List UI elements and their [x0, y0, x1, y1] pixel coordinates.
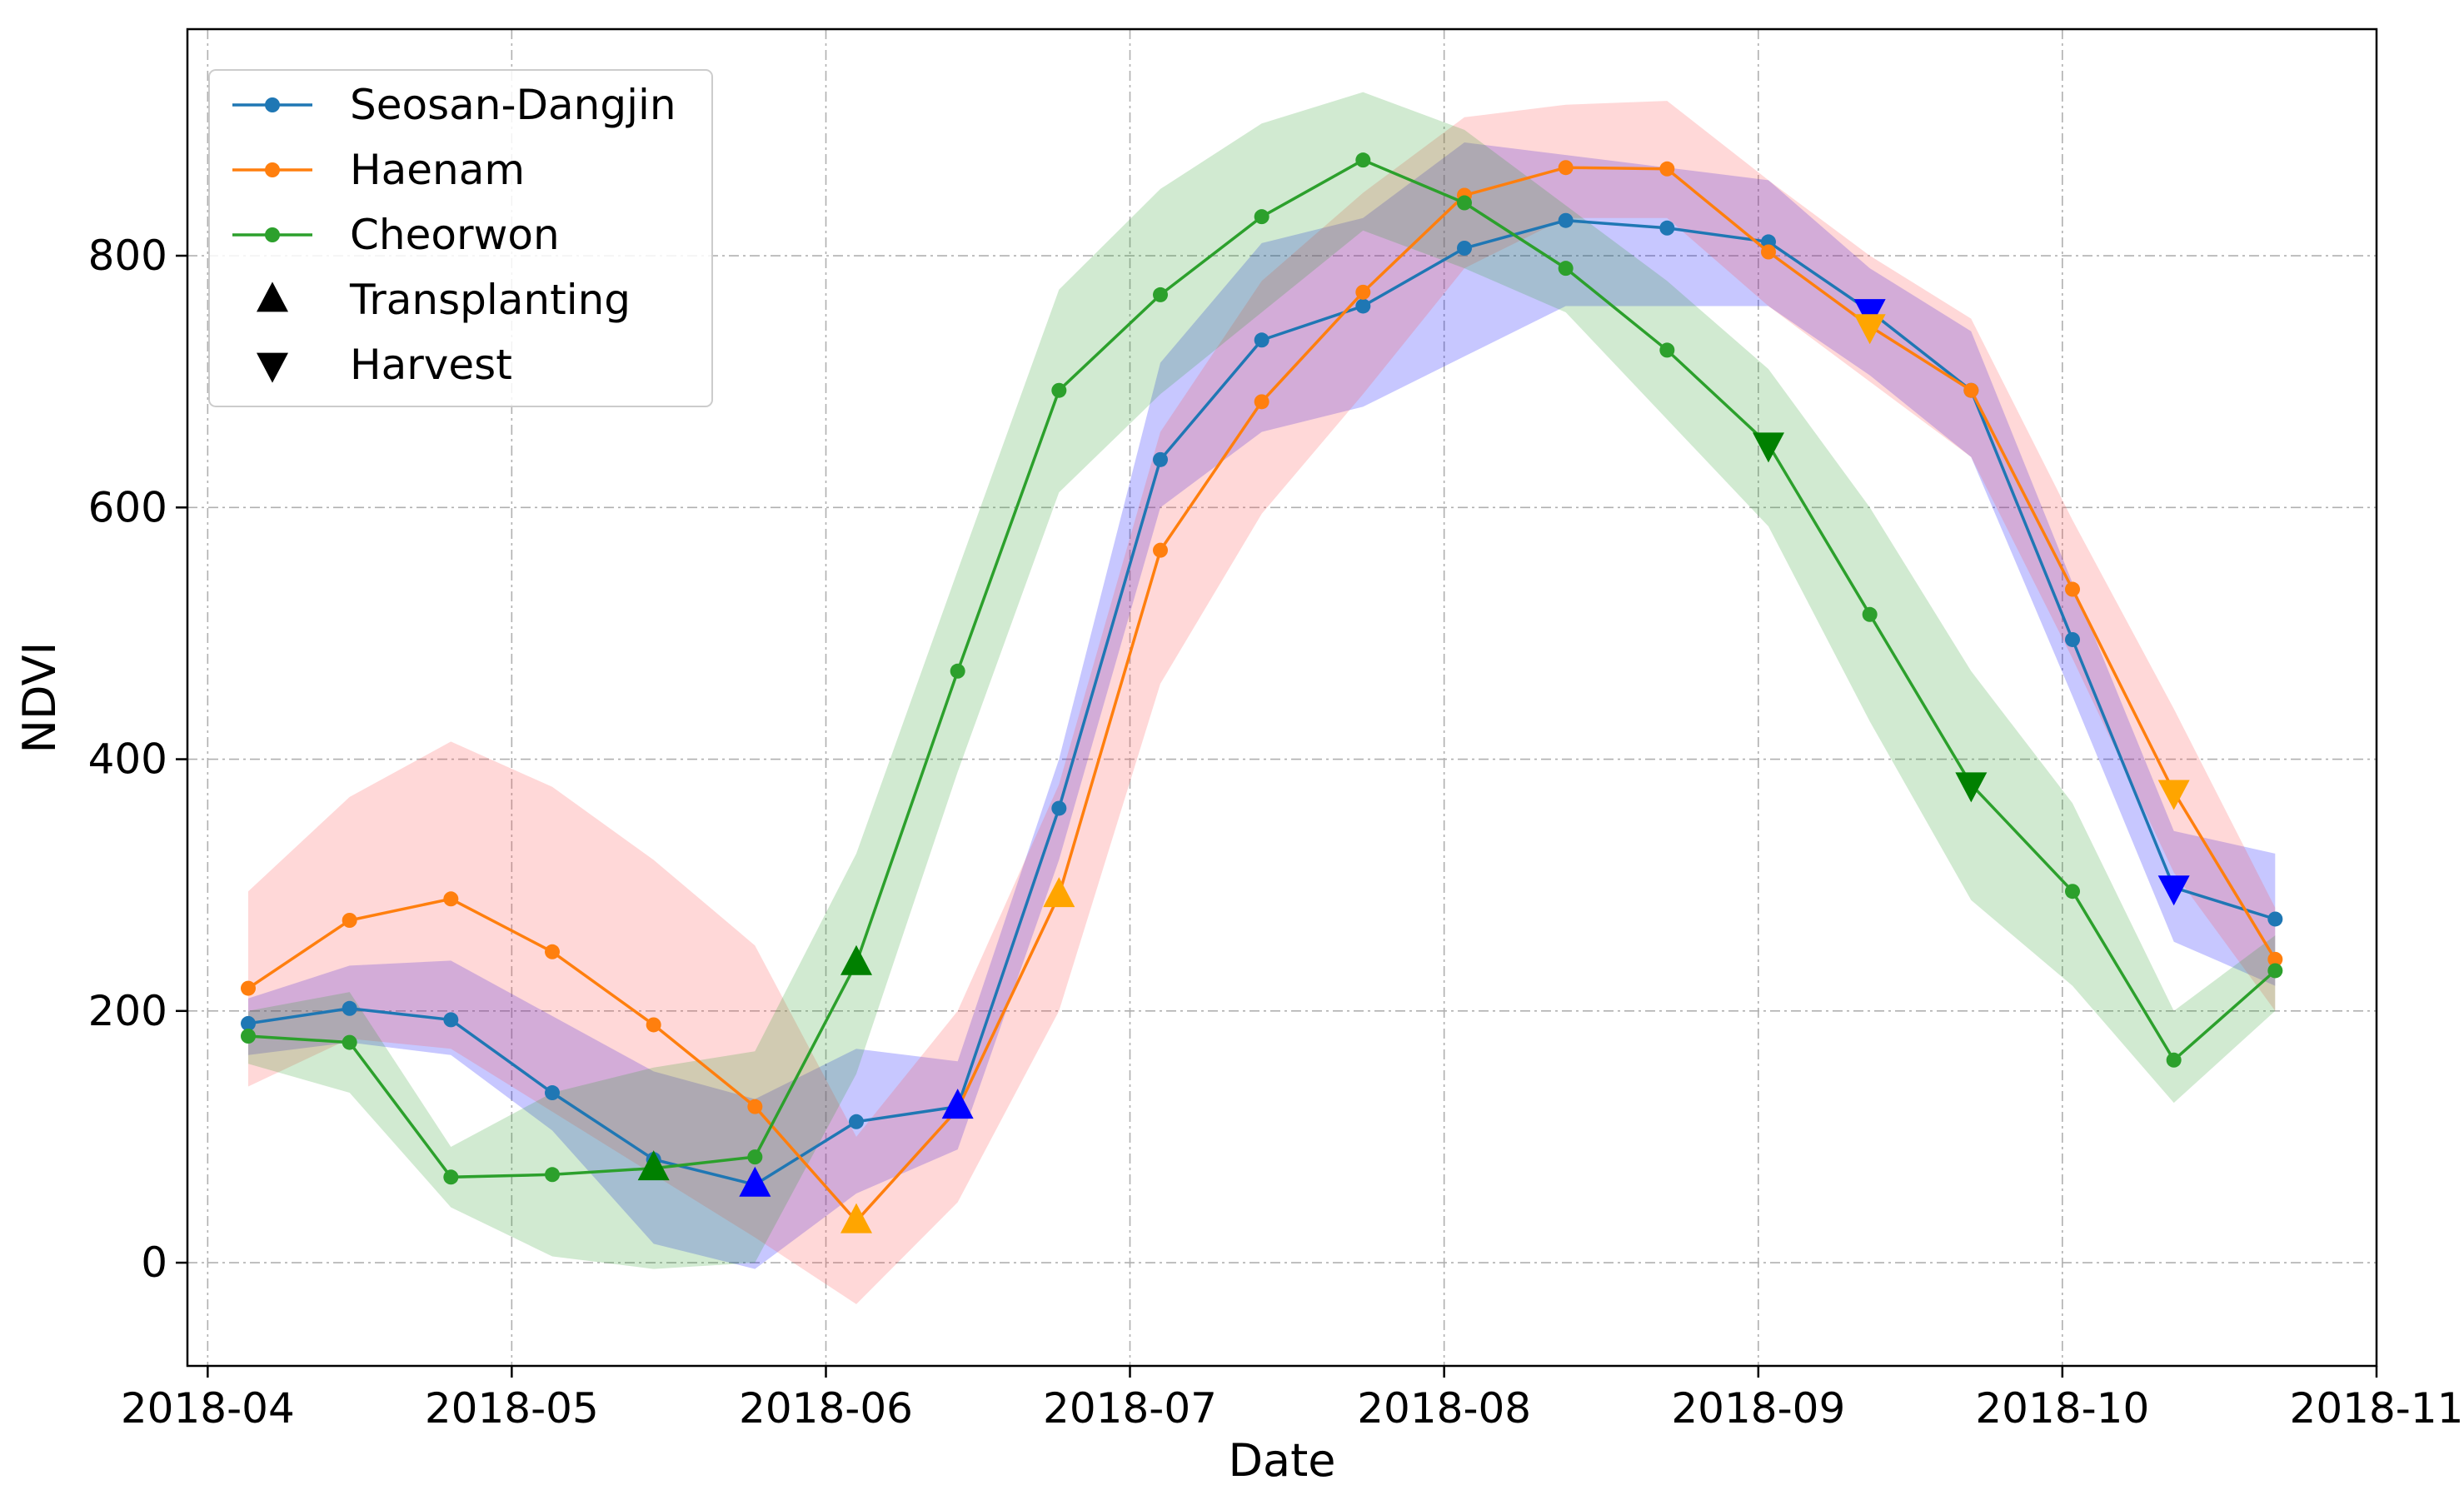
point-cheorwon: [1862, 606, 1878, 622]
x-tick-label: 2018-05: [425, 1384, 599, 1433]
point-seosan-dangjin: [849, 1114, 864, 1129]
harvest-marker: [1753, 432, 1784, 463]
point-haenam: [1761, 244, 1776, 260]
point-cheorwon: [443, 1169, 459, 1185]
point-seosan-dangjin: [241, 1015, 256, 1031]
y-axis-title: NDVI: [13, 642, 66, 754]
harvest-marker: [1853, 314, 1886, 345]
point-cheorwon: [1051, 382, 1067, 398]
point-cheorwon: [241, 1029, 256, 1044]
legend-triangle-swatch: [257, 282, 288, 312]
transplanting-marker: [739, 1166, 771, 1197]
point-haenam: [2065, 581, 2080, 597]
transplanting-marker: [637, 1150, 670, 1181]
point-haenam: [545, 944, 560, 959]
x-tick-label: 2018-10: [1975, 1384, 2149, 1433]
point-haenam: [1355, 284, 1371, 300]
point-seosan-dangjin: [342, 1000, 357, 1016]
point-seosan-dangjin: [2065, 631, 2080, 647]
legend-triangle-swatch: [257, 352, 288, 383]
x-axis-ticks: 2018-04 2018-05 2018-06 2018-07 2018-08 2018-…: [121, 1366, 2464, 1433]
point-cheorwon: [545, 1167, 560, 1183]
point-haenam: [1153, 542, 1168, 558]
point-cheorwon: [2065, 884, 2080, 900]
y-tick-label: 200: [88, 987, 167, 1035]
point-cheorwon: [1254, 209, 1269, 225]
x-axis-title: Date: [1228, 1434, 1335, 1487]
plot-frame: [186, 27, 2378, 1368]
legend-label: Seosan-Dangjin: [350, 81, 676, 129]
point-haenam: [1254, 394, 1269, 410]
transplanting-marker: [840, 944, 872, 975]
legend-label: Harvest: [350, 341, 512, 389]
band-haenam: [248, 101, 2276, 1304]
legend-point-swatch: [265, 227, 280, 242]
x-tick-label: 2018-07: [1043, 1384, 1217, 1433]
event-markers: [637, 299, 2190, 1233]
point-cheorwon: [950, 663, 965, 679]
legend-label: Haenam: [350, 146, 525, 194]
legend-point-swatch: [265, 97, 280, 112]
point-haenam: [646, 1017, 661, 1033]
harvest-marker: [1853, 299, 1886, 330]
point-cheorwon: [1153, 287, 1168, 302]
point-seosan-dangjin: [1254, 332, 1269, 348]
x-tick-label: 2018-04: [121, 1384, 295, 1433]
point-cheorwon: [1659, 342, 1675, 358]
point-haenam: [1963, 382, 1979, 398]
point-seosan-dangjin: [1457, 240, 1472, 256]
point-seosan-dangjin: [443, 1012, 459, 1028]
y-tick-label: 800: [88, 232, 167, 280]
band-cheorwon: [248, 92, 2276, 1269]
point-cheorwon: [2166, 1052, 2182, 1068]
x-tick-label: 2018-08: [1357, 1384, 1531, 1433]
legend-label: Cheorwon: [350, 211, 560, 259]
transplanting-marker: [840, 1203, 872, 1233]
point-haenam: [1659, 161, 1675, 177]
x-tick-label: 2018-11: [2290, 1384, 2464, 1433]
point-seosan-dangjin: [545, 1085, 560, 1101]
point-cheorwon: [1457, 195, 1472, 211]
x-tick-label: 2018-09: [1671, 1384, 1845, 1433]
point-haenam: [342, 913, 357, 928]
point-haenam: [443, 891, 459, 907]
point-seosan-dangjin: [1659, 220, 1675, 236]
point-haenam: [1558, 160, 1574, 176]
harvest-marker: [2157, 780, 2190, 810]
series-lines: [241, 152, 2283, 1229]
transplanting-marker: [941, 1089, 974, 1119]
point-cheorwon: [1355, 152, 1371, 168]
y-tick-label: 600: [88, 483, 167, 531]
legend-label: Transplanting: [349, 276, 631, 324]
point-cheorwon: [2267, 963, 2283, 979]
harvest-marker: [2157, 875, 2190, 906]
point-haenam: [747, 1099, 763, 1114]
point-seosan-dangjin: [1051, 800, 1067, 816]
point-seosan-dangjin: [1558, 212, 1574, 228]
harvest-marker: [1955, 772, 1988, 803]
legend: Seosan-Dangjin Haenam Cheorwon Transplantin…: [208, 69, 713, 407]
point-cheorwon: [342, 1034, 357, 1050]
point-cheorwon: [747, 1149, 763, 1165]
legend-point-swatch: [265, 162, 280, 177]
point-seosan-dangjin: [1355, 298, 1371, 314]
y-tick-label: 400: [88, 735, 167, 784]
transplanting-marker: [1043, 877, 1075, 908]
point-seosan-dangjin: [2267, 911, 2283, 927]
legend-box: [208, 69, 713, 407]
x-tick-label: 2018-06: [739, 1384, 913, 1433]
y-tick-label: 0: [141, 1238, 167, 1287]
band-seosan-dangjin: [248, 142, 2276, 1269]
point-seosan-dangjin: [1153, 451, 1168, 467]
point-cheorwon: [1558, 261, 1574, 277]
y-axis-ticks: 0 200 400 600 800: [88, 232, 187, 1287]
point-haenam: [2267, 951, 2283, 967]
confidence-bands: [248, 92, 2276, 1304]
point-haenam: [241, 980, 256, 996]
